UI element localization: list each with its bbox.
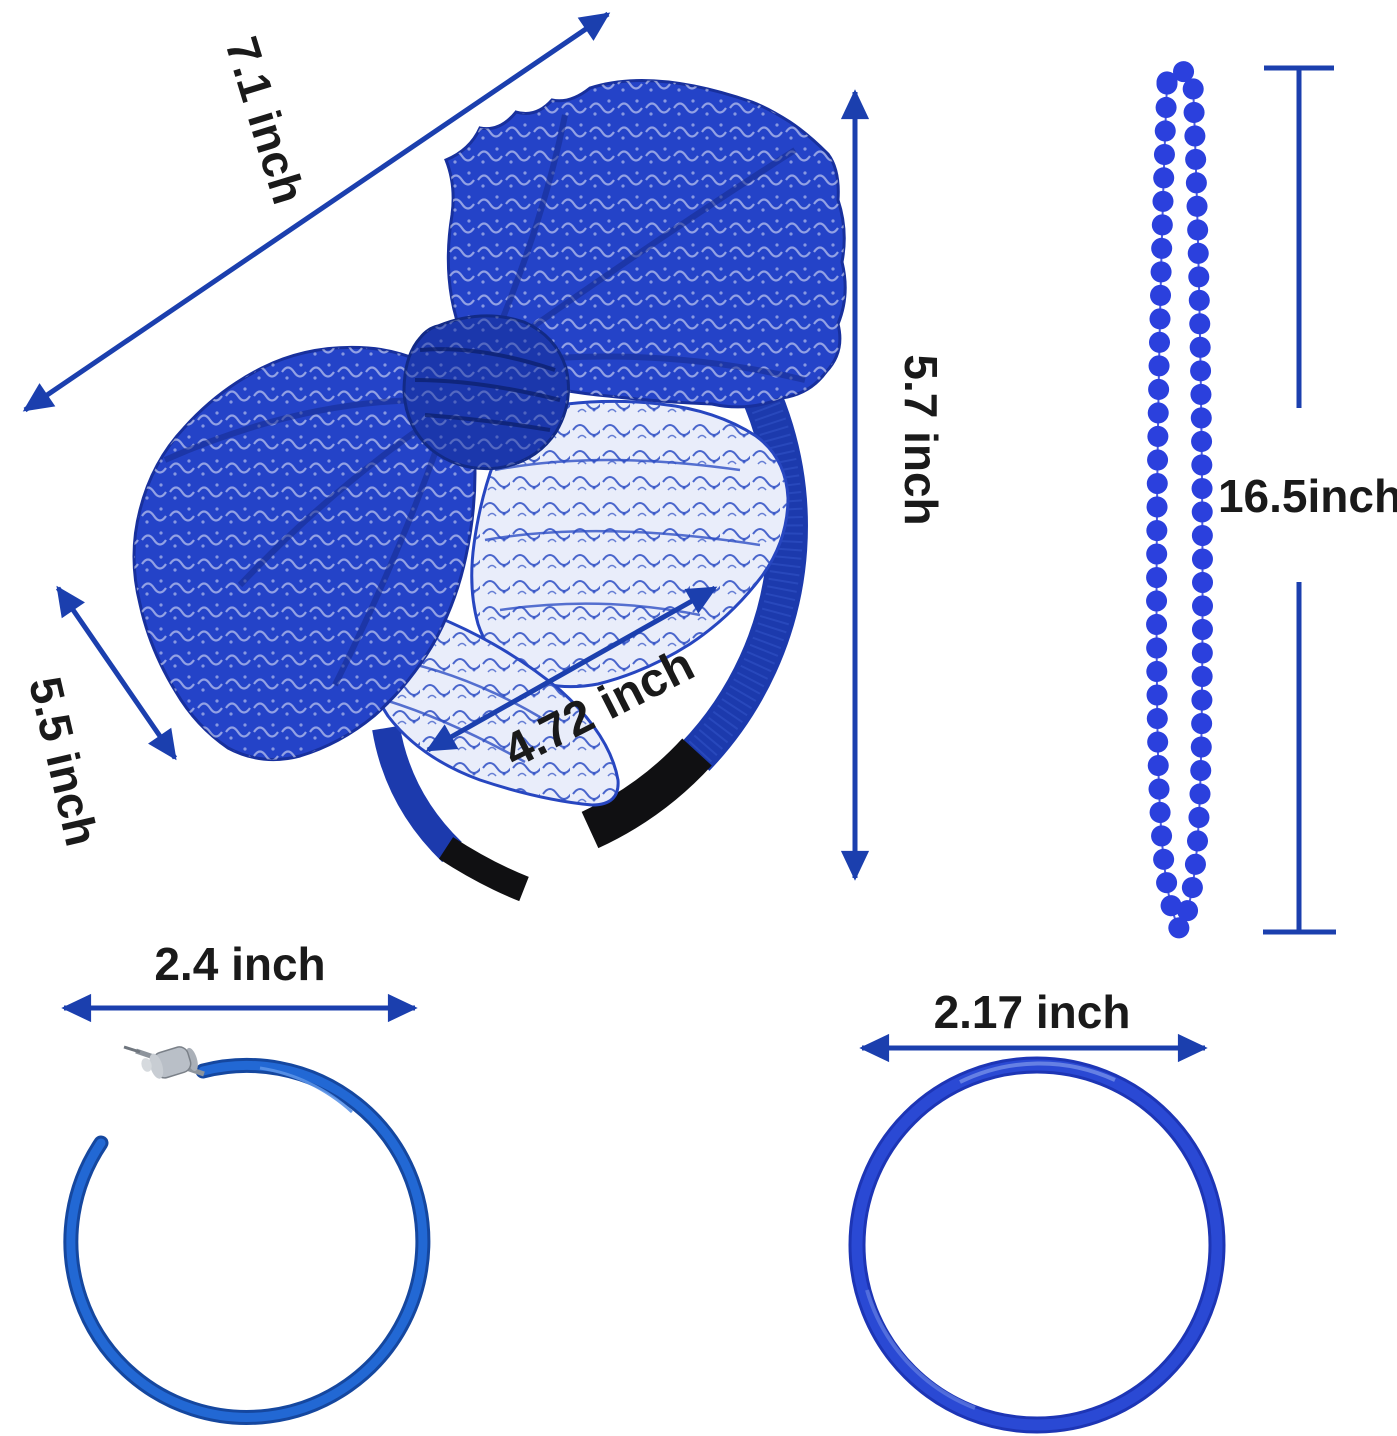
headband-right-black-tip [581, 738, 712, 849]
label-necklace-length: 16.5inch [1218, 470, 1397, 522]
earring-pin-tip [123, 1045, 141, 1054]
headband-arc-texture [684, 321, 803, 768]
label-bow-diagonal: 7.1 inch [215, 31, 315, 210]
label-bow-height: 5.7 inch [895, 354, 947, 525]
hoop-earring-figure [63, 1045, 431, 1425]
bead-necklace-figure [1146, 60, 1214, 952]
dimension-arrow-bow-side [55, 585, 178, 761]
bracelet-highlight-top [959, 1061, 1116, 1084]
dimension-arrow-bow-diagonal [22, 11, 611, 413]
headband-left-end [372, 725, 462, 863]
bangle-bracelet-figure [848, 1056, 1226, 1434]
earring-hoop [66, 1060, 428, 1422]
necklace-top-beads [1156, 60, 1204, 93]
earring-clutch [141, 1046, 198, 1079]
necklace-dimension-line [1263, 65, 1336, 935]
label-earring-diameter: 2.4 inch [154, 938, 325, 990]
bracelet-ring [851, 1059, 1223, 1431]
headband-left-black-tip [438, 837, 529, 902]
dimension-arrows [22, 11, 1208, 1063]
label-bow-side: 5.5 inch [19, 672, 108, 851]
bow-center-knot [402, 314, 570, 471]
earring-hoop-highlight [259, 1066, 354, 1114]
earring-stud [123, 1045, 205, 1079]
label-bracelet-diameter: 2.17 inch [934, 986, 1131, 1038]
dimension-arrow-headband-inner [425, 585, 718, 753]
necklace-beads [1146, 73, 1214, 952]
lace-bow-headband-figure [132, 79, 847, 902]
bracelet-highlight-bottom [865, 1289, 976, 1410]
